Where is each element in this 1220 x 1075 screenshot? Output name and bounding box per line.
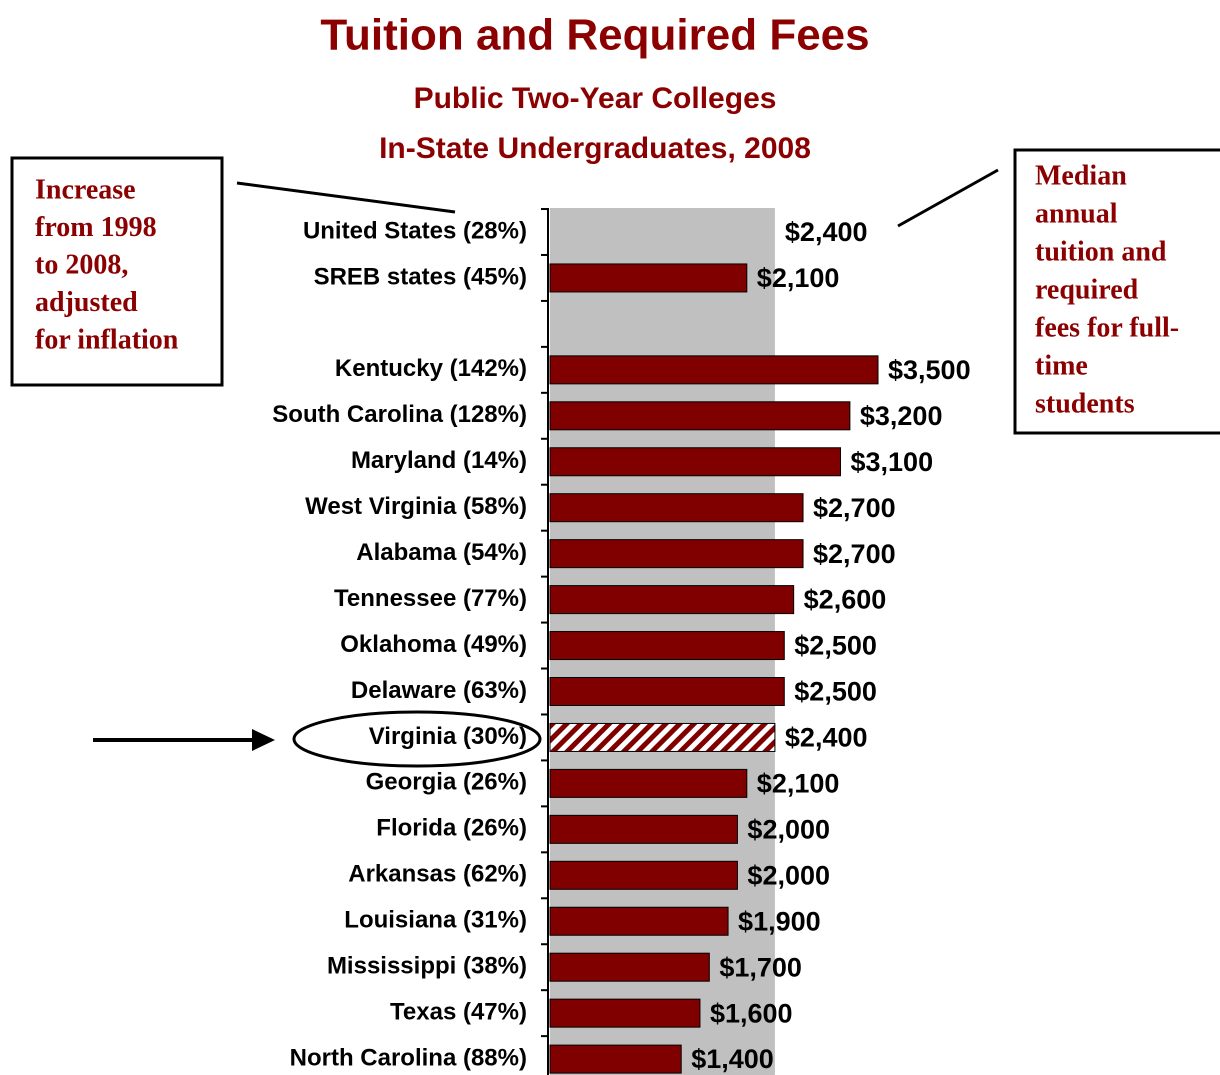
bar xyxy=(549,677,785,706)
category-label: Delaware (63%) xyxy=(351,677,527,704)
bar xyxy=(549,355,879,385)
value-label: $1,700 xyxy=(719,952,802,982)
note-text: Increase xyxy=(35,174,136,205)
leader-line xyxy=(236,181,456,214)
value-label: $1,400 xyxy=(691,1044,774,1074)
note-text: for inflation xyxy=(35,324,179,355)
arrow-head xyxy=(252,729,275,751)
category-label: Virginia (30%) xyxy=(369,723,527,750)
category-label: Louisiana (31%) xyxy=(344,907,527,934)
bar xyxy=(549,860,738,890)
bar xyxy=(549,493,804,523)
bar xyxy=(549,768,748,798)
value-label: $2,700 xyxy=(813,539,896,569)
category-label: Texas (47%) xyxy=(390,998,527,1025)
category-label: Oklahoma (49%) xyxy=(340,631,527,658)
note-text: students xyxy=(1035,388,1135,419)
value-label: $2,100 xyxy=(757,769,840,799)
category-label: Tennessee (77%) xyxy=(334,585,527,612)
bar xyxy=(549,906,729,936)
bar xyxy=(549,585,795,615)
note-text: from 1998 xyxy=(35,212,157,243)
category-label: South Carolina (128%) xyxy=(272,401,527,428)
note-text: tuition and xyxy=(1035,236,1167,267)
note-box xyxy=(1013,148,1220,435)
category-label: Arkansas (62%) xyxy=(348,861,527,888)
bar xyxy=(549,814,738,844)
value-label: $2,700 xyxy=(813,493,896,523)
bar xyxy=(549,263,748,293)
bar xyxy=(549,539,804,569)
leader-line xyxy=(897,168,999,228)
note-box xyxy=(10,156,224,387)
bar xyxy=(549,722,776,752)
note-text: adjusted xyxy=(35,287,138,318)
category-label: Georgia (26%) xyxy=(366,769,527,796)
value-label: $2,000 xyxy=(747,814,830,844)
note-text: to 2008, xyxy=(35,249,128,280)
value-label: $1,900 xyxy=(738,906,821,936)
value-label: $3,100 xyxy=(851,447,934,477)
value-label: $2,500 xyxy=(794,677,877,707)
value-label: $2,100 xyxy=(757,263,840,293)
category-label: Mississippi (38%) xyxy=(327,953,527,980)
bar xyxy=(549,998,701,1028)
highlight-ellipse xyxy=(292,710,542,768)
bar xyxy=(549,447,842,477)
value-label: $2,400 xyxy=(785,217,868,247)
category-label: SREB states (45%) xyxy=(314,263,527,290)
note-text: Median xyxy=(1035,160,1127,191)
category-label: North Carolina (88%) xyxy=(290,1044,527,1071)
value-label: $3,500 xyxy=(888,355,971,385)
value-label: $2,400 xyxy=(785,723,868,753)
chart-subtitle: In-State Undergraduates, 2008 xyxy=(379,132,811,165)
category-label: Maryland (14%) xyxy=(351,447,527,474)
value-label: $3,200 xyxy=(860,401,943,431)
note-text: fees for full- xyxy=(1035,312,1179,343)
chart-title: Tuition and Required Fees xyxy=(320,11,869,60)
note-text: required xyxy=(1035,274,1139,305)
note-text: time xyxy=(1035,350,1088,381)
value-label: $2,000 xyxy=(747,860,830,890)
category-label: Florida (26%) xyxy=(376,815,527,842)
bar xyxy=(549,631,785,661)
category-label: Kentucky (142%) xyxy=(335,355,527,382)
chart-subtitle: Public Two-Year Colleges xyxy=(414,82,777,115)
category-label: West Virginia (58%) xyxy=(305,493,527,520)
note-text: annual xyxy=(1035,198,1118,229)
value-label: $2,500 xyxy=(794,631,877,661)
bar xyxy=(549,401,851,431)
bar xyxy=(549,952,710,982)
category-label: United States (28%) xyxy=(303,217,527,244)
value-label: $1,600 xyxy=(710,998,793,1028)
value-label: $2,600 xyxy=(804,585,887,615)
bar xyxy=(549,1044,682,1074)
category-label: Alabama (54%) xyxy=(356,539,527,566)
